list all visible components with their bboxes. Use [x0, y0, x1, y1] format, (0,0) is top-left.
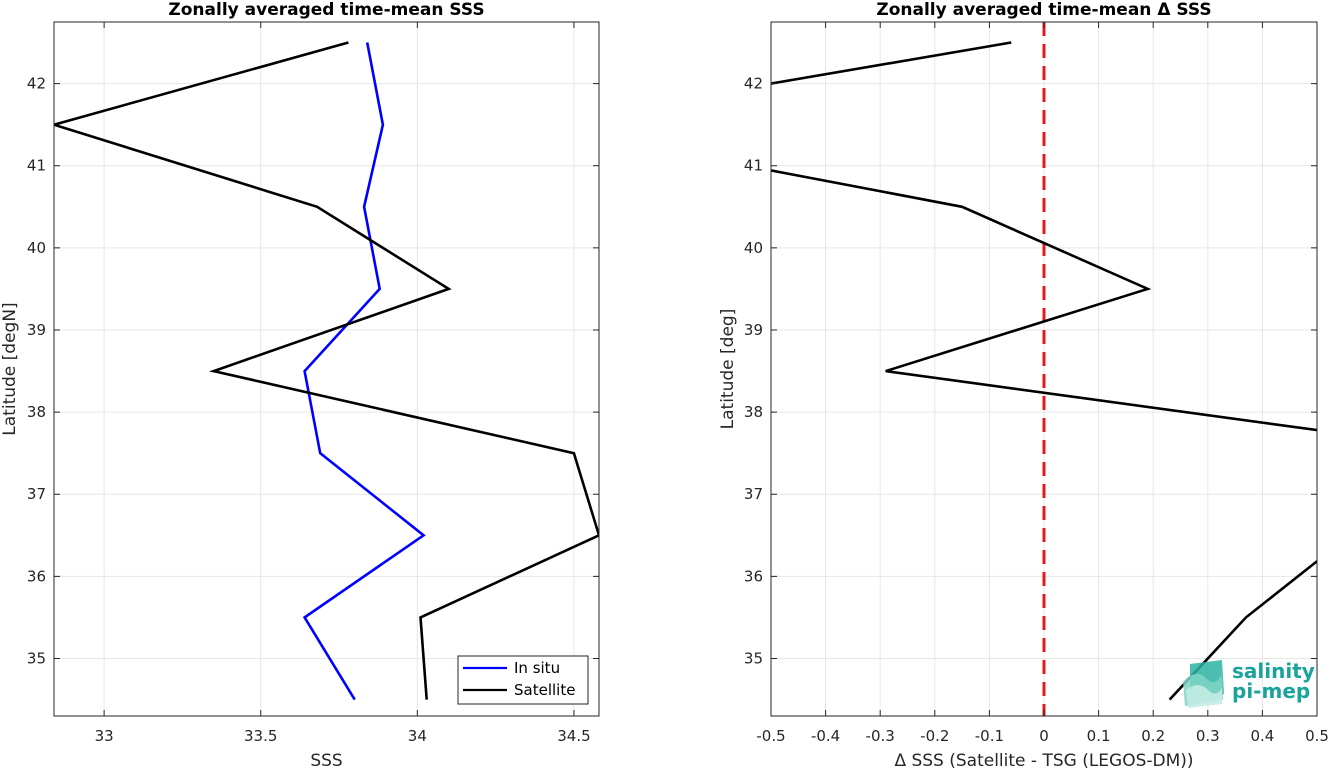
panel-delta-sss: -0.5 -0.4 -0.3 -0.2 -0.1 0 0.1 0.2 0.3 0.4 0.5 35 36…: [718, 0, 1329, 769]
y-tick-label: 38: [27, 403, 46, 421]
y-tick-label: 38: [744, 403, 763, 421]
y-tick-label: 39: [27, 321, 46, 339]
y-tick-label: 41: [27, 157, 46, 175]
grid: [770, 22, 1318, 716]
y-tick-label: 40: [744, 239, 763, 257]
logo-text-line1: salinity: [1232, 659, 1315, 683]
panel-sss: 33 33.5 34 34.5 35 36 37 38 39 40 41 42 Zonally ave…: [0, 0, 600, 769]
y-tick-label: 42: [27, 75, 46, 93]
y-tick-label: 35: [744, 650, 763, 668]
y-tick-label: 36: [744, 567, 763, 585]
x-tick-label: -0.5: [756, 727, 785, 745]
legend-label-in-situ: In situ: [514, 659, 560, 677]
salinity-pi-mep-logo: salinity pi-mep: [1183, 659, 1315, 708]
y-tick-label: 41: [744, 157, 763, 175]
y-tick-label: 37: [744, 485, 763, 503]
x-tick-label: 0.3: [1196, 727, 1220, 745]
chart-title: Zonally averaged time-mean Δ SSS: [876, 0, 1211, 20]
legend: In situ Satellite: [457, 655, 589, 705]
x-tick-label: 34.5: [557, 727, 590, 745]
plot-area: [771, 22, 1317, 716]
y-tick-label: 39: [744, 321, 763, 339]
y-tick-label: 37: [27, 485, 46, 503]
x-axis-label: Δ SSS (Satellite - TSG (LEGOS-DM)): [894, 751, 1193, 769]
y-tick-label: 36: [27, 567, 46, 585]
x-tick-label: 0.1: [1087, 727, 1111, 745]
plot-area: [54, 41, 599, 701]
x-tick-label: 0.5: [1305, 727, 1329, 745]
legend-box: [457, 655, 589, 705]
x-tick-label: 33: [95, 727, 114, 745]
x-tick-label: 0.4: [1250, 727, 1274, 745]
x-tick-label: 34: [408, 727, 427, 745]
x-tick-label: -0.2: [920, 727, 949, 745]
x-tick-label: -0.3: [866, 727, 895, 745]
x-tick-label: 33.5: [244, 727, 277, 745]
series-line-satellite: [54, 41, 599, 700]
x-tick-label: -0.1: [975, 727, 1004, 745]
y-tick-label: 40: [27, 239, 46, 257]
series-line-in-situ: [302, 42, 426, 701]
x-axis-label: SSS: [310, 751, 342, 769]
y-tick-label: 42: [744, 75, 763, 93]
axes-frame: [53, 21, 600, 717]
tick-labels: 33 33.5 34 34.5 35 36 37 38 39 40 41 42: [27, 22, 599, 745]
y-tick-label: 35: [27, 650, 46, 668]
x-tick-label: 0: [1039, 727, 1049, 745]
grid: [54, 22, 599, 716]
logo-waves-icon: [1183, 660, 1224, 708]
y-axis-label: Latitude [degN]: [0, 302, 20, 435]
x-tick-label: 0.2: [1141, 727, 1165, 745]
y-axis-label: Latitude [deg]: [718, 309, 738, 430]
legend-label-satellite: Satellite: [514, 681, 575, 699]
series-line-delta-sss: [771, 41, 1317, 701]
logo-text-line2: pi-mep: [1232, 679, 1310, 703]
x-tick-label: -0.4: [811, 727, 840, 745]
chart-title: Zonally averaged time-mean SSS: [168, 0, 484, 20]
tick-labels: -0.5 -0.4 -0.3 -0.2 -0.1 0 0.1 0.2 0.3 0.4 0.5 35 36…: [744, 22, 1329, 745]
